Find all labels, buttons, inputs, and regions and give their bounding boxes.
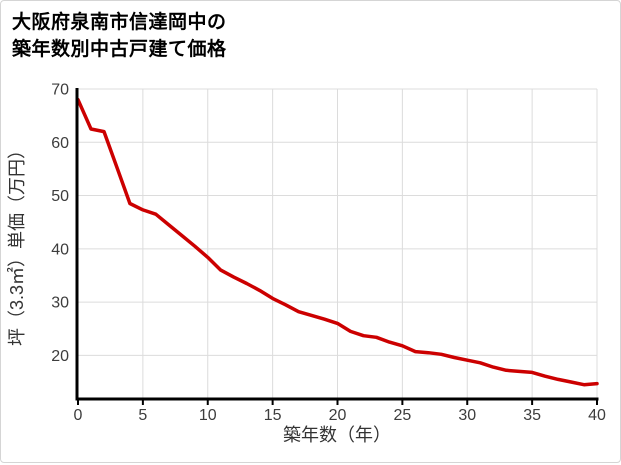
- chart-title-line2: 築年数別中古戸建て価格: [12, 39, 227, 60]
- x-tick-label: 10: [199, 407, 217, 424]
- y-tick-label: 50: [51, 188, 69, 205]
- x-tick-label: 5: [138, 407, 147, 424]
- y-tick-label: 30: [51, 295, 69, 312]
- x-tick-label: 25: [393, 407, 411, 424]
- x-tick-label: 40: [588, 407, 606, 424]
- x-tick-label: 35: [523, 407, 541, 424]
- chart-title: 大阪府泉南市信達岡中の 築年数別中古戸建て価格: [12, 9, 227, 63]
- y-tick-label: 70: [51, 82, 69, 99]
- x-tick-label: 0: [74, 407, 83, 424]
- x-tick-label: 15: [264, 407, 282, 424]
- y-tick-label: 60: [51, 135, 69, 152]
- price-line: [76, 97, 599, 387]
- x-axis-title: 築年数（年）: [283, 425, 391, 445]
- y-tick-label: 40: [51, 241, 69, 258]
- y-tick-label: 20: [51, 348, 69, 365]
- y-axis-title: 坪（3.3㎡）単価（万円）: [6, 141, 27, 346]
- chart-title-line1: 大阪府泉南市信達岡中の: [12, 12, 227, 33]
- x-tick-label: 30: [458, 407, 476, 424]
- x-tick-label: 20: [329, 407, 347, 424]
